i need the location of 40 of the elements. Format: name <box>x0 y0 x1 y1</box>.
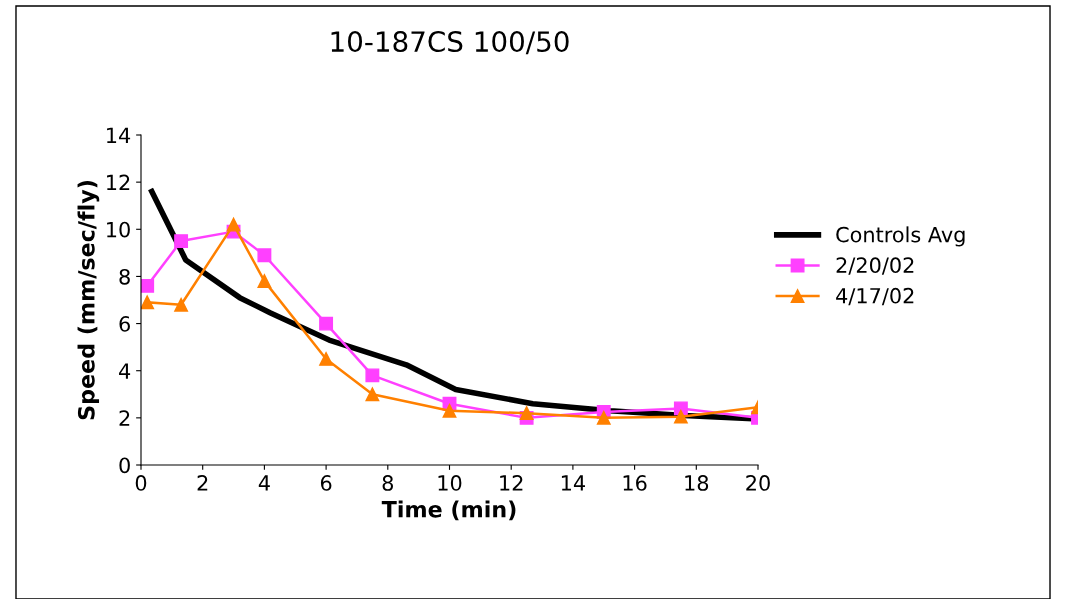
point <box>673 409 688 424</box>
x-axis-title: Time (min) <box>381 500 516 521</box>
point <box>319 351 334 366</box>
legend-label: 4/17/02 <box>836 287 914 306</box>
legend-label: 2/20/02 <box>836 257 914 275</box>
point <box>442 403 457 418</box>
y-axis-title: Speed (mm/sec/fly) <box>77 181 100 420</box>
y-tick-label: 2 <box>119 410 130 426</box>
x-tick-label: 8 <box>382 475 393 491</box>
point <box>226 217 241 232</box>
y-tick-label: 6 <box>119 316 130 332</box>
legend-label: Controls Avg <box>836 226 965 247</box>
y-tick-label: 14 <box>107 127 131 143</box>
x-tick-label: 12 <box>500 475 523 491</box>
y-tick-label: 10 <box>107 221 130 238</box>
point <box>596 410 611 425</box>
point <box>319 316 334 331</box>
point <box>519 406 534 421</box>
x-tick-label: 0 <box>135 475 147 491</box>
x-tick-label: 14 <box>561 475 585 491</box>
x-tick-label: 4 <box>258 475 270 491</box>
x-tick-label: 10 <box>438 475 462 491</box>
y-tick-label: 12 <box>107 174 130 191</box>
point <box>141 278 155 293</box>
point <box>174 297 189 312</box>
point <box>365 387 380 402</box>
y-tick-label: 4 <box>119 363 131 379</box>
point <box>257 248 272 263</box>
point <box>365 368 380 383</box>
x-tick-label: 20 <box>746 475 770 491</box>
x-tick-label: 16 <box>623 475 647 491</box>
x-tick-label: 6 <box>320 475 332 491</box>
x-tick-label: 2 <box>197 475 208 491</box>
point <box>141 295 155 310</box>
y-tick-label: 0 <box>119 457 130 474</box>
x-tick-label: 18 <box>685 475 709 491</box>
point <box>257 274 272 289</box>
y-tick-label: 8 <box>119 268 130 285</box>
chart-title: 10-187CS 100/50 <box>331 31 569 55</box>
point <box>174 234 189 249</box>
